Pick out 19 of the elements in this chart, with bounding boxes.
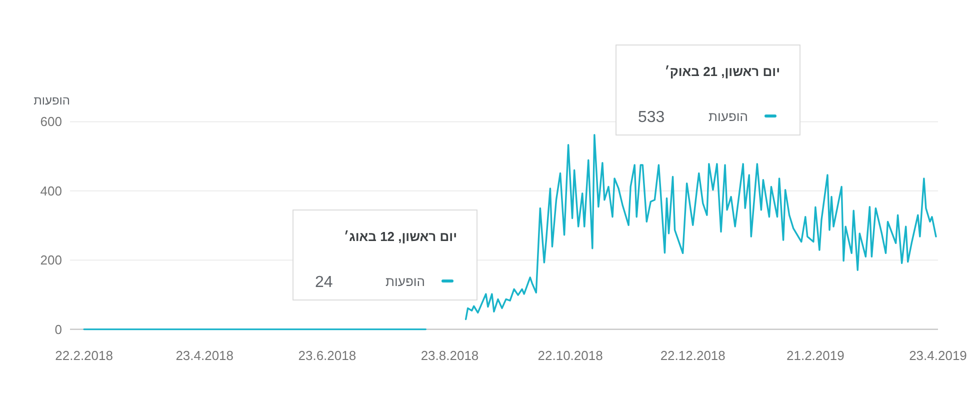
y-tick-label: 200 <box>40 252 62 268</box>
annotation: 24 <box>315 274 333 291</box>
annotation: 533 <box>638 109 665 126</box>
x-tick-label: 23.6.2018 <box>298 348 356 363</box>
y-tick-label: 0 <box>54 322 62 337</box>
legend-label: הופעות <box>708 109 748 124</box>
y-tick-label: 600 <box>40 114 62 130</box>
y-tick-label: 400 <box>40 183 62 198</box>
x-tick-label: 22.10.2018 <box>538 348 603 363</box>
annotation: יום ראשון, 21 באוק׳ <box>664 64 780 79</box>
x-tick-label: 23.4.2018 <box>176 348 234 363</box>
x-tick-label: 22.12.2018 <box>660 348 726 363</box>
legend-label: הופעות <box>386 274 425 289</box>
annotation: יום ראשון, 12 באוג׳ <box>344 229 457 244</box>
x-tick-label: 22.2.2018 <box>55 348 113 363</box>
x-tick-label: 21.2.2019 <box>786 348 844 363</box>
x-tick-label: 23.4.2019 <box>909 348 967 363</box>
y-axis-title: הופעות <box>34 94 70 108</box>
x-tick-label: 23.8.2018 <box>420 348 479 363</box>
